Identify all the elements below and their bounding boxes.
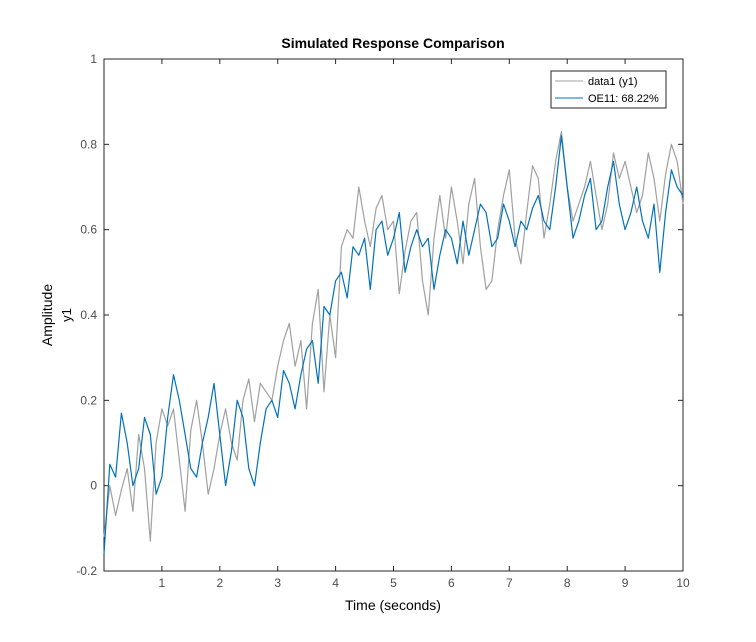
x-tick-label: 2 [216, 576, 223, 590]
plot-area [103, 58, 684, 572]
y-tick-label: 0.6 [80, 223, 97, 237]
x-tick-label: 3 [274, 576, 281, 590]
y-tick-label: 0.8 [80, 137, 97, 151]
legend-box [550, 70, 667, 109]
x-tick-label: 9 [622, 576, 629, 590]
series-layer [103, 130, 684, 554]
x-tick-label: 6 [448, 576, 455, 590]
x-axis-label: Time (seconds) [345, 597, 441, 613]
legend-label-oe11: OE11: 68.22% [588, 93, 659, 105]
chart-title: Simulated Response Comparison [281, 35, 504, 51]
y-tick-label: 0.4 [80, 308, 97, 322]
y-axis-ticks: -0.2 0 0.2 0.4 0.6 0.8 1 [76, 52, 683, 578]
series-line-data1 [103, 130, 684, 542]
y-channel-label: y1 [59, 308, 74, 322]
x-tick-label: 10 [676, 576, 690, 590]
y-tick-label: 0.2 [80, 393, 97, 407]
x-tick-label: 1 [159, 576, 166, 590]
x-tick-label: 7 [506, 576, 513, 590]
y-tick-label: -0.2 [76, 564, 97, 578]
y-tick-label: 1 [90, 52, 97, 66]
plot-axes: 1 2 3 4 5 6 7 8 9 10 -0.2 0 0.2 0.4 0.6 0.8 1 [76, 52, 690, 590]
legend-label-data1: data1 (y1) [588, 76, 638, 88]
legend[interactable]: data1 (y1) OE11: 68.22% [550, 70, 667, 109]
x-tick-label: 5 [390, 576, 397, 590]
y-axis-label: Amplitude [39, 284, 55, 346]
x-tick-label: 8 [564, 576, 571, 590]
series-line-oe11 [103, 135, 684, 554]
x-tick-label: 4 [332, 576, 339, 590]
x-axis-ticks: 1 2 3 4 5 6 7 8 9 10 [159, 59, 690, 590]
y-tick-label: 0 [90, 479, 97, 493]
